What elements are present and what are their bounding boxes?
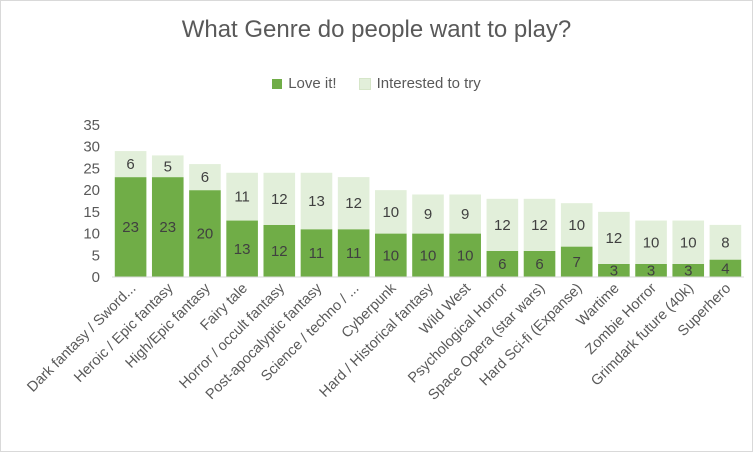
bar-interested: [635, 220, 667, 264]
bar-interested: [337, 177, 370, 230]
data-label: 3: [647, 262, 655, 279]
chart-legend: Love it! Interested to try: [0, 75, 753, 92]
bar-interested: [300, 172, 333, 230]
bar-love: [709, 259, 742, 277]
y-tick-label: 35: [83, 117, 100, 134]
data-label: 12: [271, 243, 288, 260]
legend-item-interested: Interested to try: [358, 75, 481, 92]
bar-interested: [709, 224, 742, 260]
data-label: 12: [494, 217, 511, 234]
bar-interested: [560, 203, 593, 247]
data-label: 20: [197, 226, 214, 243]
data-label: 9: [461, 206, 469, 223]
bar-love: [114, 177, 147, 277]
legend-item-love: Love it!: [272, 75, 337, 92]
bar-love: [560, 246, 593, 277]
data-label: 11: [309, 245, 325, 262]
data-label: 13: [308, 193, 325, 210]
data-label: 23: [122, 219, 139, 236]
bar-love: [486, 250, 519, 277]
bar-love: [449, 233, 481, 277]
legend-label-love: Love it!: [288, 75, 337, 92]
data-label: 10: [568, 217, 585, 234]
bar-interested: [449, 194, 481, 234]
data-label: 10: [680, 234, 697, 251]
bar-interested: [523, 198, 556, 251]
y-tick-label: 25: [83, 160, 100, 177]
bar-love: [635, 263, 667, 277]
bar-interested: [189, 164, 221, 191]
data-label: 12: [606, 230, 623, 247]
data-label: 7: [573, 254, 581, 271]
data-label: 10: [457, 247, 474, 264]
y-tick-label: 0: [92, 269, 100, 286]
bar-interested: [486, 198, 519, 251]
bar-interested: [151, 155, 184, 178]
data-label: 10: [643, 234, 660, 251]
bar-love: [523, 250, 556, 277]
bar-love: [375, 233, 407, 277]
data-label: 13: [234, 241, 251, 258]
data-label: 3: [684, 262, 692, 279]
legend-swatch-interested: [358, 77, 371, 90]
bar-love: [598, 263, 630, 277]
bar-love: [263, 224, 296, 277]
bar-love: [672, 263, 705, 277]
y-tick-label: 10: [83, 226, 100, 243]
bar-interested: [114, 151, 147, 178]
bar-interested: [598, 211, 630, 264]
data-label: 12: [345, 195, 362, 212]
chart-title: What Genre do people want to play?: [181, 16, 572, 43]
bar-love: [300, 229, 333, 277]
data-label: 12: [271, 191, 288, 208]
data-label: 11: [234, 189, 250, 206]
y-tick-label: 5: [92, 247, 100, 264]
bar-love: [337, 229, 370, 277]
data-label: 5: [164, 158, 172, 175]
bar-interested: [263, 172, 296, 225]
bar-love: [226, 220, 258, 277]
data-label: 23: [159, 219, 176, 236]
data-label: 3: [610, 262, 618, 279]
data-label: 10: [420, 247, 437, 264]
y-tick-label: 30: [83, 139, 100, 156]
bar-interested: [672, 220, 705, 264]
data-label: 9: [424, 206, 432, 223]
data-label: 6: [498, 256, 506, 273]
data-label: 10: [382, 247, 399, 264]
data-label: 10: [382, 204, 399, 221]
data-label: 6: [201, 169, 209, 186]
bar-interested: [375, 190, 407, 234]
data-label: 12: [531, 217, 548, 234]
legend-swatch-love: [272, 78, 283, 89]
data-label: 11: [346, 245, 362, 262]
bar-love: [412, 233, 444, 277]
y-tick-label: 15: [83, 204, 100, 221]
legend-label-interested: Interested to try: [376, 75, 481, 92]
data-label: 6: [126, 156, 134, 173]
y-tick-label: 20: [83, 182, 100, 199]
bar-interested: [226, 172, 258, 221]
data-label: 6: [535, 256, 543, 273]
data-label: 4: [721, 260, 729, 277]
bar-love: [189, 190, 221, 277]
data-label: 8: [721, 234, 729, 251]
bar-interested: [412, 194, 444, 234]
bar-love: [151, 177, 184, 277]
